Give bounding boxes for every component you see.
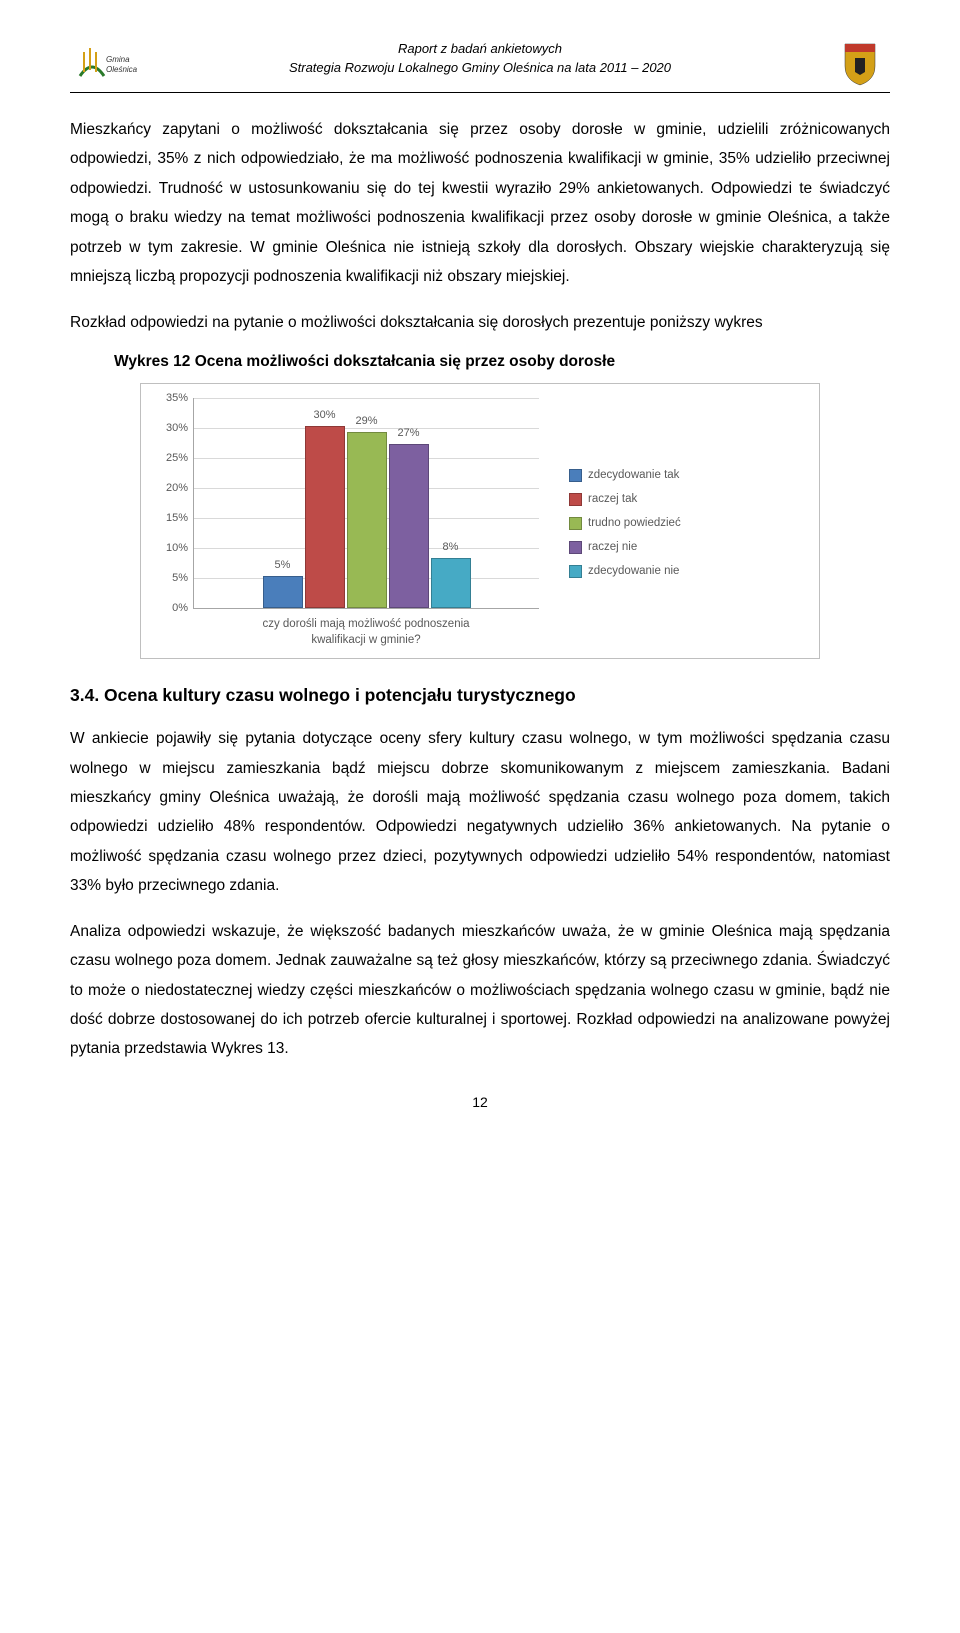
- chart-bar: 30%: [305, 426, 345, 608]
- chart-ytick: 25%: [156, 452, 188, 464]
- page-header: Gmina Oleśnica Raport z badań ankietowyc…: [70, 40, 890, 93]
- legend-swatch: [569, 469, 582, 482]
- chart-ytick: 5%: [156, 572, 188, 584]
- paragraph-4: Analiza odpowiedzi wskazuje, że większoś…: [70, 917, 890, 1064]
- x-axis-line2: kwalifikacji w gminie?: [311, 634, 420, 646]
- chart-bar-label: 29%: [355, 415, 377, 427]
- chart-bars: 5%30%29%27%8%: [194, 398, 539, 608]
- logo-left: Gmina Oleśnica: [70, 40, 140, 88]
- chart-bar-label: 27%: [397, 427, 419, 439]
- x-axis-label: czy dorośli mają możliwość podnoszenia k…: [193, 617, 539, 648]
- chart-ytick: 15%: [156, 512, 188, 524]
- chart-12: 0%5%10%15%20%25%30%35%5%30%29%27%8% czy …: [140, 383, 820, 659]
- logo-right: [820, 40, 890, 88]
- chart-ytick: 35%: [156, 392, 188, 404]
- legend-swatch: [569, 517, 582, 530]
- paragraph-2: Rozkład odpowiedzi na pytanie o możliwoś…: [70, 308, 890, 337]
- legend-label: zdecydowanie tak: [588, 469, 679, 481]
- legend-item: zdecydowanie nie: [569, 565, 681, 578]
- legend-swatch: [569, 493, 582, 506]
- legend-label: raczej nie: [588, 541, 637, 553]
- chart-bar-label: 8%: [443, 541, 459, 553]
- chart-ytick: 20%: [156, 482, 188, 494]
- legend-item: raczej nie: [569, 541, 681, 554]
- page-number: 12: [70, 1094, 890, 1110]
- legend-label: trudno powiedzieć: [588, 517, 681, 529]
- svg-text:Gmina: Gmina: [106, 55, 130, 64]
- header-line1: Raport z badań ankietowych: [140, 40, 820, 59]
- paragraph-1: Mieszkańcy zapytani o możliwość dokształ…: [70, 115, 890, 292]
- chart-ytick: 0%: [156, 602, 188, 614]
- chart-bar: 5%: [263, 576, 303, 608]
- chart-bar: 27%: [389, 444, 429, 608]
- chart-bar: 29%: [347, 432, 387, 608]
- x-axis-line1: czy dorośli mają możliwość podnoszenia: [262, 618, 469, 630]
- chart-title: Wykres 12 Ocena możliwości dokształcania…: [114, 353, 890, 371]
- chart-legend: zdecydowanie tak raczej tak trudno powiedz…: [569, 398, 681, 648]
- chart-bar: 8%: [431, 558, 471, 608]
- chart-ytick: 30%: [156, 422, 188, 434]
- chart-bar-label: 30%: [313, 409, 335, 421]
- legend-label: raczej tak: [588, 493, 637, 505]
- chart-bar-label: 5%: [275, 559, 291, 571]
- legend-swatch: [569, 541, 582, 554]
- legend-label: zdecydowanie nie: [588, 565, 679, 577]
- legend-item: trudno powiedzieć: [569, 517, 681, 530]
- section-heading: 3.4. Ocena kultury czasu wolnego i poten…: [70, 685, 890, 706]
- legend-item: zdecydowanie tak: [569, 469, 681, 482]
- chart-ytick: 10%: [156, 542, 188, 554]
- paragraph-3: W ankiecie pojawiły się pytania dotycząc…: [70, 724, 890, 901]
- header-title-block: Raport z badań ankietowych Strategia Roz…: [140, 40, 820, 78]
- legend-swatch: [569, 565, 582, 578]
- header-line2: Strategia Rozwoju Lokalnego Gminy Oleśni…: [140, 59, 820, 78]
- legend-item: raczej tak: [569, 493, 681, 506]
- chart-plot-area: 0%5%10%15%20%25%30%35%5%30%29%27%8% czy …: [159, 398, 539, 648]
- svg-text:Oleśnica: Oleśnica: [106, 65, 138, 74]
